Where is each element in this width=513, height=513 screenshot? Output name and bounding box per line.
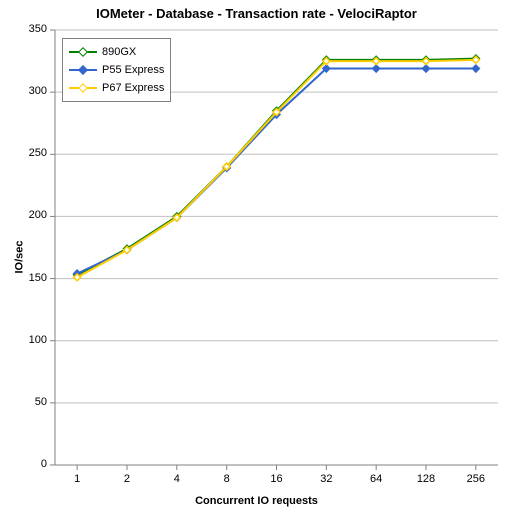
chart-title: IOMeter - Database - Transaction rate - … <box>0 6 513 21</box>
y-axis-label: IO/sec <box>3 0 36 513</box>
x-tick-label: 128 <box>406 473 446 485</box>
x-tick-label: 16 <box>257 473 297 485</box>
legend-item: P55 Express <box>69 61 164 79</box>
y-tick-label: 350 <box>15 23 47 35</box>
legend-label: P67 Express <box>102 82 164 94</box>
y-tick-label: 0 <box>15 458 47 470</box>
legend-item: 890GX <box>69 43 164 61</box>
x-tick-label: 32 <box>306 473 346 485</box>
x-tick-label: 256 <box>456 473 496 485</box>
legend-item: P67 Express <box>69 79 164 97</box>
y-tick-label: 250 <box>15 147 47 159</box>
x-tick-label: 4 <box>157 473 197 485</box>
y-tick-label: 150 <box>15 272 47 284</box>
y-tick-label: 50 <box>15 396 47 408</box>
chart-container: IOMeter - Database - Transaction rate - … <box>0 0 513 513</box>
legend-label: 890GX <box>102 46 136 58</box>
legend-swatch <box>69 45 97 59</box>
x-tick-label: 8 <box>207 473 247 485</box>
x-axis-label: Concurrent IO requests <box>0 495 513 507</box>
legend-swatch <box>69 63 97 77</box>
legend-swatch <box>69 81 97 95</box>
y-tick-label: 300 <box>15 85 47 97</box>
legend-label: P55 Express <box>102 64 164 76</box>
legend: 890GX P55 Express P67 Express <box>62 38 171 102</box>
x-tick-label: 2 <box>107 473 147 485</box>
x-tick-label: 1 <box>57 473 97 485</box>
y-tick-label: 100 <box>15 334 47 346</box>
y-tick-label: 200 <box>15 209 47 221</box>
x-tick-label: 64 <box>356 473 396 485</box>
